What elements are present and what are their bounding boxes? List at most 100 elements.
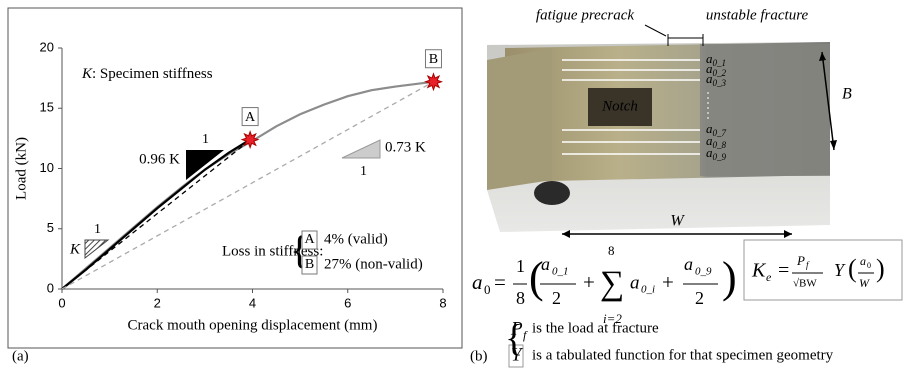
formula-part: ( [529, 253, 544, 302]
formula-part: a [684, 254, 693, 274]
formula-part: √BW [793, 278, 817, 290]
formula-part: 2 [695, 288, 704, 308]
x-tick-label: 6 [344, 295, 351, 310]
label: 27% (non-valid) [324, 256, 423, 272]
point-label: A [245, 110, 256, 125]
label: A [304, 232, 315, 247]
formula-part: + [662, 270, 674, 294]
formula-part: 0_i [641, 284, 655, 296]
formula-part: + [583, 270, 595, 294]
label: B [842, 86, 852, 103]
formula-part: ( [848, 254, 857, 283]
x-axis-label: Crack mouth opening displacement (mm) [128, 317, 378, 333]
label: Loss in stiffness: [222, 243, 323, 259]
y-box [508, 344, 524, 368]
formula-part: 0 [484, 282, 491, 297]
y-tick-label: 10 [40, 160, 54, 175]
failure-point [423, 72, 443, 92]
x-tick-label: 4 [249, 295, 256, 310]
label: 1 [360, 164, 367, 179]
stiffness-note: K: Specimen stiffness [81, 66, 213, 82]
probe-label: a0_3 [706, 71, 727, 88]
formula-part: a [860, 254, 866, 268]
formula-part: 0_1 [552, 266, 569, 278]
data-line [61, 81, 434, 290]
formula-part: W [859, 276, 870, 290]
label: unstable fracture [706, 7, 809, 23]
y-tick-label: 5 [47, 220, 54, 235]
x-tick-label: 0 [58, 295, 65, 310]
probe-label: a0_9 [706, 145, 727, 162]
probe-label: a0_1 [706, 51, 726, 68]
slope-triangle [341, 139, 381, 159]
sub: 0_2 [713, 68, 727, 78]
label: Notch [601, 98, 638, 114]
base: a [706, 61, 713, 76]
data-line [61, 141, 249, 290]
formula-part: ) [876, 254, 885, 283]
x-tick-label: 8 [439, 295, 446, 310]
formula-part: ∑ [600, 265, 624, 302]
ke-box [743, 239, 903, 301]
base: a [706, 133, 713, 148]
label: 1 [94, 222, 101, 237]
brace: { [505, 318, 523, 360]
y-tick-label: 15 [40, 100, 54, 115]
formula-part: Y [834, 260, 846, 280]
formula-part: 2 [552, 288, 561, 308]
panel-label: (a) [12, 348, 29, 364]
label: 1 [202, 132, 209, 147]
sub: 0_3 [713, 78, 727, 88]
slope-triangle [84, 239, 110, 260]
label: f [523, 328, 528, 342]
formula-part: a [630, 272, 640, 293]
formula-part: P [796, 253, 805, 268]
point-label-box [241, 107, 259, 127]
point-label: B [429, 52, 438, 67]
y-tick-label: 20 [40, 39, 54, 54]
formula-part: f [806, 260, 810, 270]
formula-part: ) [722, 253, 737, 302]
key-box [301, 255, 318, 275]
key-box [301, 230, 318, 250]
probe-label: a0_7 [706, 121, 727, 138]
label: 4% (valid) [324, 231, 388, 247]
base: a [706, 121, 713, 136]
label: 0.73 K [385, 139, 426, 155]
y-tick-label: 0 [47, 280, 54, 295]
formula-part: 0_9 [695, 266, 712, 278]
formula-part: a [541, 254, 550, 274]
formula-part: 0 [867, 261, 871, 270]
base: a [706, 71, 713, 86]
formula-part: i=2 [603, 311, 622, 326]
formula-part: = [778, 260, 789, 282]
symbol: K [81, 66, 93, 82]
point-label-box [424, 49, 442, 69]
formula-part: 8 [608, 243, 615, 258]
panel-label: (b) [470, 348, 488, 364]
probe-label: a0_8 [706, 133, 727, 150]
formula-part: 1 [516, 256, 525, 276]
sub: 0_8 [713, 140, 727, 150]
label: is the load at fracture [532, 320, 659, 336]
slope-triangle [186, 150, 224, 180]
formula-part: e [766, 270, 772, 284]
label: W [670, 213, 685, 230]
specimen-photo [487, 24, 837, 238]
formula-part: = [494, 270, 506, 294]
failure-point [240, 130, 260, 150]
label: P [510, 318, 523, 339]
formula-part: a [472, 270, 483, 294]
data-line [61, 138, 251, 290]
label: K [69, 241, 81, 257]
probe-label: a0_2 [706, 61, 727, 78]
label: fatigue precrack [536, 7, 635, 23]
text: : Specimen stiffness [92, 66, 213, 82]
sub: 0_7 [713, 128, 727, 138]
panel-a-frame [7, 7, 463, 349]
base: a [706, 51, 713, 66]
label: Y [511, 344, 524, 365]
y-axis-label: Load (kN) [13, 137, 29, 200]
